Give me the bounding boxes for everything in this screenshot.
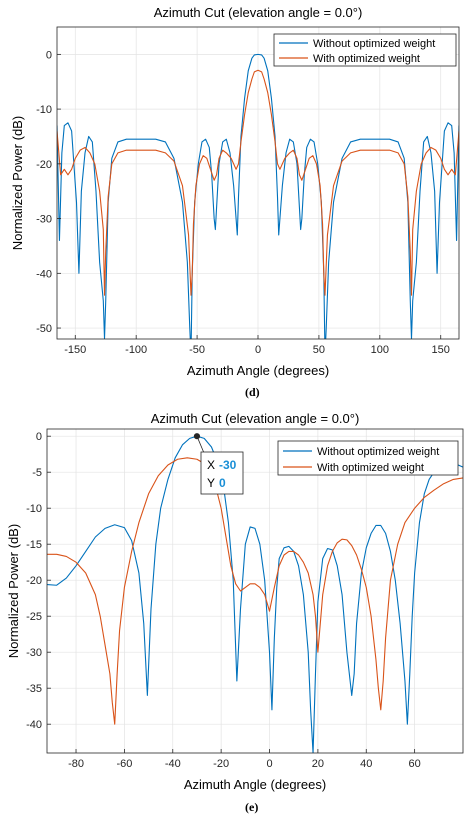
tick-labels-d: -150 -100 -50 0 50 100 150 0 -10 -20 -30 -40 -50 (36, 49, 450, 356)
y-tick-label-d-3: -30 (36, 214, 52, 226)
x-tick-label-e-5: 20 (312, 758, 324, 770)
datatip-x-label: X (207, 458, 215, 472)
y-tick-label-e-4: -20 (26, 575, 42, 587)
x-tick-label-d-2: -50 (189, 344, 205, 356)
x-tick-label-e-7: 60 (409, 758, 421, 770)
chart-title-d: Azimuth Cut (elevation angle = 0.0°) (154, 5, 363, 20)
x-axis-label-e: Azimuth Angle (degrees) (184, 777, 326, 792)
y-tick-label-e-3: -15 (26, 539, 42, 551)
legend-d: Without optimized weight With optimized … (273, 33, 457, 67)
y-axis-label-d: Normalized Power (dB) (10, 116, 25, 250)
series-line-e-0 (47, 435, 463, 753)
y-tick-label-d-1: -10 (36, 104, 52, 116)
x-tick-label-e-4: 0 (266, 758, 272, 770)
legend-box-d (273, 33, 457, 67)
series-lines-e (47, 435, 463, 753)
x-tick-label-d-1: -100 (125, 344, 147, 356)
grid-e (47, 429, 463, 753)
datatip-leader (196, 436, 205, 454)
x-tick-label-d-6: 150 (432, 344, 450, 356)
y-tick-label-e-2: -10 (26, 503, 42, 515)
legend-box-e (277, 440, 459, 476)
datatip-x-value: -30 (219, 458, 237, 472)
chart-panel-d: -150 -100 -50 0 50 100 150 0 -10 -20 -30 -40 -50 Azi… (10, 5, 460, 399)
series-line-e-1 (47, 457, 463, 725)
y-tick-label-d-4: -40 (36, 268, 52, 280)
x-tick-label-e-1: -60 (116, 758, 132, 770)
x-tick-label-d-3: 0 (255, 344, 261, 356)
legend-entry-e-1: With optimized weight (317, 462, 424, 474)
series-lines-d (57, 53, 459, 339)
x-tick-label-e-2: -40 (165, 758, 181, 770)
x-tick-label-d-0: -150 (64, 344, 86, 356)
y-tick-label-d-2: -20 (36, 159, 52, 171)
y-tick-label-e-8: -40 (26, 719, 42, 731)
y-tick-label-e-7: -35 (26, 683, 42, 695)
y-tick-label-e-5: -25 (26, 611, 42, 623)
x-tick-label-e-6: 40 (360, 758, 372, 770)
grid-d (57, 27, 459, 339)
y-axis-label-e: Normalized Power (dB) (6, 524, 21, 658)
chart-title-e: Azimuth Cut (elevation angle = 0.0°) (151, 411, 360, 426)
y-tick-label-e-0: 0 (36, 431, 42, 443)
tick-labels-e: -80 -60 -40 -20 0 20 40 60 0 -5 -10 -15 -20 -25 -30 -35… (26, 431, 421, 770)
datatip-y-value: 0 (219, 476, 226, 490)
y-tick-label-e-6: -30 (26, 647, 42, 659)
plot-area-e (47, 429, 463, 753)
legend-e: Without optimized weight With optimized … (277, 440, 459, 476)
legend-entry-d-0: Without optimized weight (313, 38, 435, 50)
series-line-d-1 (57, 69, 459, 296)
panel-label-e: (e) (245, 800, 258, 814)
datatip-box (200, 451, 244, 495)
datatip[interactable]: X -30 Y 0 (193, 433, 244, 495)
x-tick-label-e-3: -20 (213, 758, 229, 770)
y-tick-label-d-0: 0 (46, 49, 52, 61)
x-tick-label-d-4: 50 (313, 344, 325, 356)
y-tick-label-e-1: -5 (32, 467, 42, 479)
chart-panel-e: -80 -60 -40 -20 0 20 40 60 0 -5 -10 -15 -20 -25 -30 -35… (6, 411, 464, 814)
datatip-y-label: Y (207, 476, 215, 490)
axes-box-e (46, 428, 464, 754)
legend-entry-d-1: With optimized weight (313, 53, 420, 65)
legend-entry-e-0: Without optimized weight (317, 446, 439, 458)
y-tick-label-d-5: -50 (36, 323, 52, 335)
x-tick-label-e-0: -80 (68, 758, 84, 770)
x-axis-label-d: Azimuth Angle (degrees) (187, 363, 329, 378)
panel-label-d: (d) (245, 385, 260, 399)
x-tick-label-d-5: 100 (371, 344, 389, 356)
